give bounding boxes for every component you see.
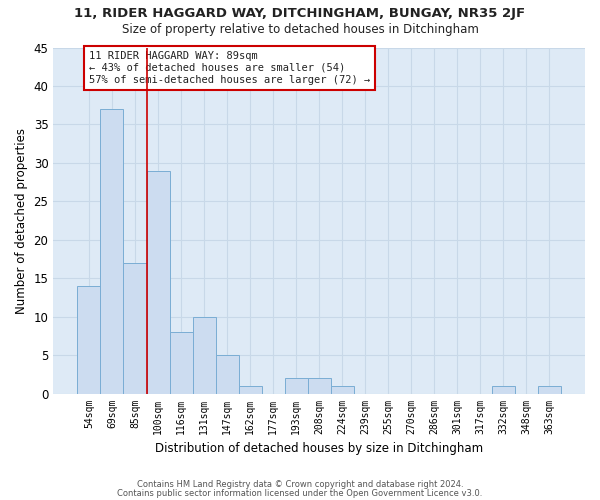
Y-axis label: Number of detached properties: Number of detached properties (15, 128, 28, 314)
Bar (193, 316, 215, 394)
Bar (124, 263, 146, 394)
Text: 11, RIDER HAGGARD WAY, DITCHINGHAM, BUNGAY, NR35 2JF: 11, RIDER HAGGARD WAY, DITCHINGHAM, BUNG… (74, 8, 526, 20)
Bar (77, 286, 100, 394)
Bar (215, 355, 239, 394)
Bar (538, 386, 561, 394)
X-axis label: Distribution of detached houses by size in Ditchingham: Distribution of detached houses by size … (155, 442, 483, 455)
Text: Size of property relative to detached houses in Ditchingham: Size of property relative to detached ho… (122, 22, 478, 36)
Bar (308, 378, 331, 394)
Bar (100, 109, 124, 394)
Bar (146, 170, 170, 394)
Bar (331, 386, 353, 394)
Bar (239, 386, 262, 394)
Bar (492, 386, 515, 394)
Text: 11 RIDER HAGGARD WAY: 89sqm
← 43% of detached houses are smaller (54)
57% of sem: 11 RIDER HAGGARD WAY: 89sqm ← 43% of det… (89, 52, 370, 84)
Text: Contains HM Land Registry data © Crown copyright and database right 2024.: Contains HM Land Registry data © Crown c… (137, 480, 463, 489)
Text: Contains public sector information licensed under the Open Government Licence v3: Contains public sector information licen… (118, 488, 482, 498)
Bar (170, 332, 193, 394)
Bar (284, 378, 308, 394)
